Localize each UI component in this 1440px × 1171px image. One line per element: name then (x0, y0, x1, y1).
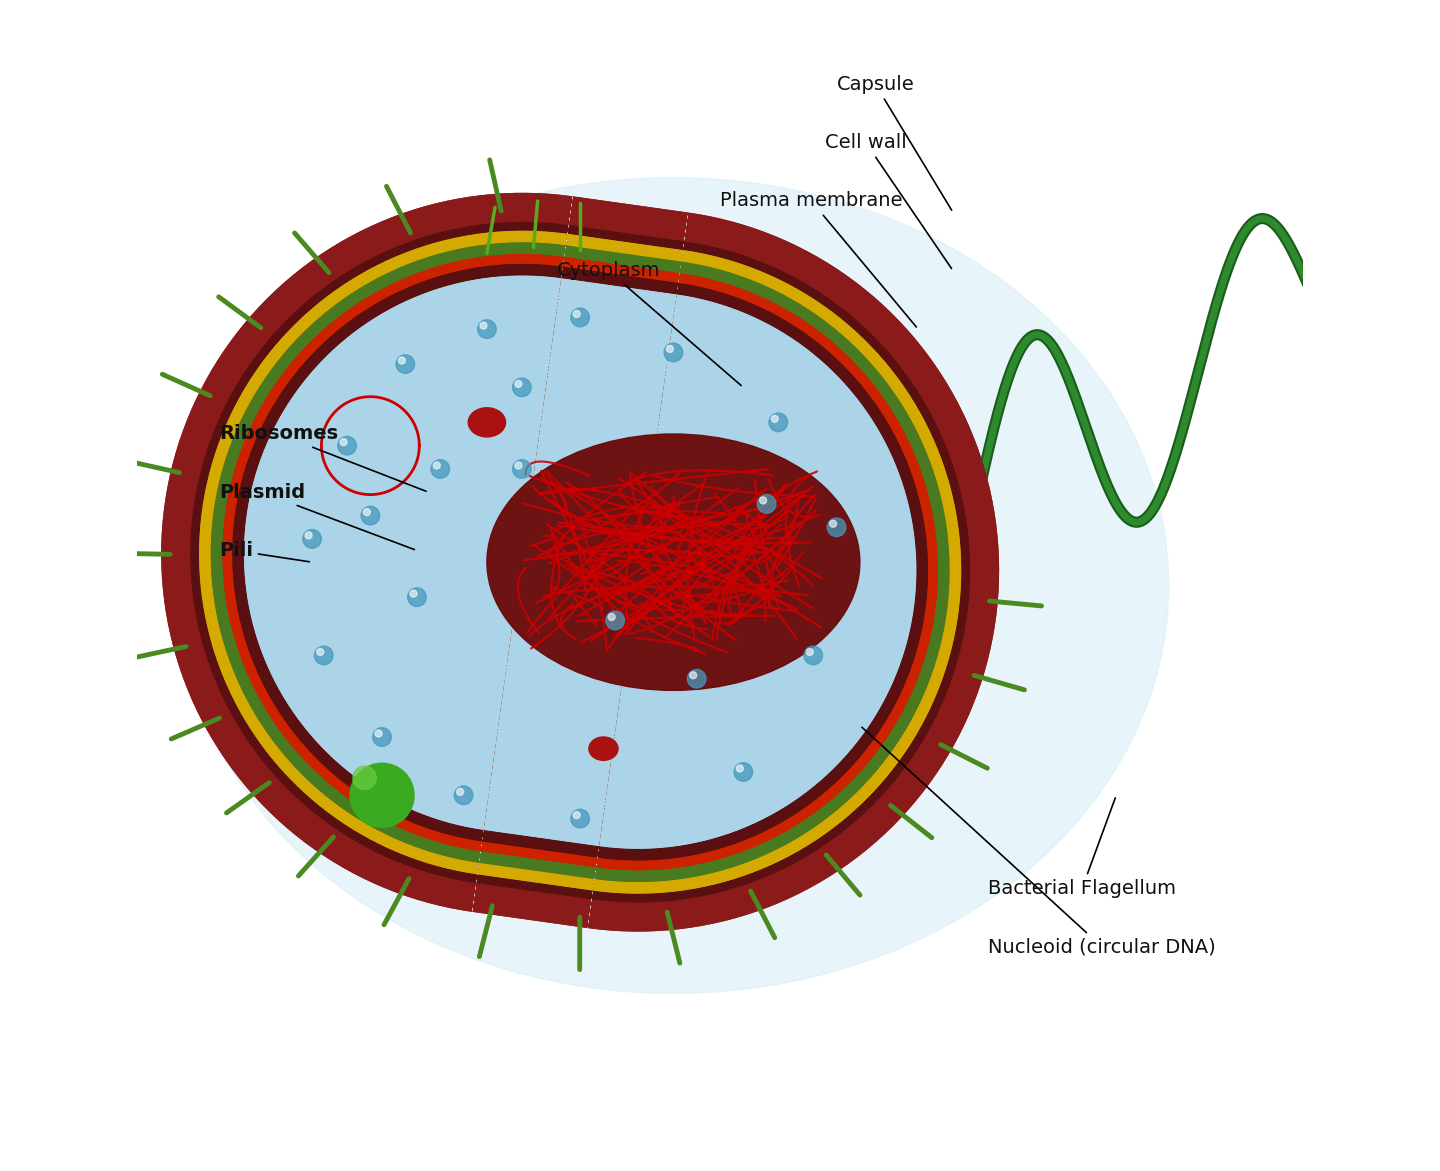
Polygon shape (161, 193, 999, 932)
Ellipse shape (513, 378, 531, 397)
Polygon shape (190, 222, 971, 903)
Ellipse shape (480, 322, 487, 329)
Ellipse shape (806, 649, 814, 656)
Ellipse shape (361, 506, 380, 525)
Ellipse shape (317, 649, 324, 656)
Ellipse shape (667, 345, 674, 352)
Ellipse shape (340, 439, 347, 446)
Ellipse shape (513, 460, 531, 478)
Text: Ribosomes: Ribosomes (219, 425, 426, 492)
Ellipse shape (433, 463, 441, 468)
Polygon shape (222, 254, 937, 870)
Ellipse shape (314, 646, 333, 665)
Ellipse shape (399, 357, 405, 364)
Polygon shape (199, 231, 962, 893)
Ellipse shape (516, 381, 521, 388)
Ellipse shape (690, 672, 697, 679)
Polygon shape (243, 275, 916, 849)
Ellipse shape (431, 460, 449, 478)
Ellipse shape (468, 408, 505, 437)
Ellipse shape (353, 766, 376, 789)
Polygon shape (190, 222, 971, 903)
Ellipse shape (570, 308, 589, 327)
Ellipse shape (478, 320, 497, 338)
Ellipse shape (606, 611, 625, 630)
Polygon shape (243, 275, 916, 849)
Ellipse shape (350, 763, 415, 828)
Text: Cytoplasm: Cytoplasm (557, 261, 742, 385)
Ellipse shape (827, 518, 845, 536)
Ellipse shape (804, 646, 822, 665)
Ellipse shape (664, 343, 683, 362)
Text: Capsule: Capsule (837, 75, 952, 210)
Text: Bacterial Flagellum: Bacterial Flagellum (988, 797, 1176, 898)
Polygon shape (210, 242, 949, 882)
Ellipse shape (573, 812, 580, 819)
Ellipse shape (736, 765, 743, 772)
Polygon shape (222, 254, 937, 870)
Ellipse shape (410, 590, 418, 597)
Ellipse shape (456, 788, 464, 795)
Ellipse shape (687, 670, 706, 689)
Ellipse shape (734, 762, 753, 781)
Ellipse shape (516, 463, 521, 468)
Ellipse shape (302, 529, 321, 548)
Text: Pili: Pili (219, 541, 310, 562)
Ellipse shape (570, 809, 589, 828)
Ellipse shape (454, 786, 472, 804)
Ellipse shape (487, 434, 860, 691)
Polygon shape (161, 193, 999, 932)
Ellipse shape (829, 520, 837, 527)
Ellipse shape (374, 730, 382, 737)
Polygon shape (232, 263, 927, 861)
Ellipse shape (772, 416, 778, 423)
Text: Plasmid: Plasmid (219, 482, 415, 549)
Ellipse shape (757, 494, 776, 513)
Ellipse shape (608, 614, 615, 621)
Polygon shape (232, 263, 927, 861)
Ellipse shape (769, 413, 788, 432)
Text: Cell wall: Cell wall (825, 133, 952, 268)
Ellipse shape (573, 310, 580, 317)
Ellipse shape (396, 355, 415, 374)
Ellipse shape (589, 737, 618, 760)
Ellipse shape (760, 497, 766, 504)
Ellipse shape (408, 588, 426, 607)
Ellipse shape (373, 727, 392, 746)
Polygon shape (199, 231, 962, 893)
Text: Plasma membrane: Plasma membrane (720, 191, 916, 327)
Text: Nucleoid (circular DNA): Nucleoid (circular DNA) (863, 727, 1215, 957)
Ellipse shape (305, 532, 312, 539)
Ellipse shape (179, 178, 1169, 993)
Polygon shape (210, 242, 949, 882)
Ellipse shape (338, 437, 356, 456)
Ellipse shape (363, 508, 370, 515)
